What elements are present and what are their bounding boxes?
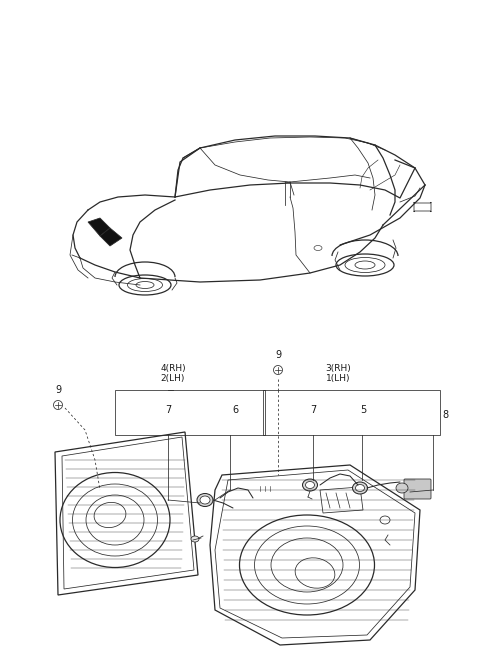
- Text: 3(RH)
1(LH): 3(RH) 1(LH): [325, 363, 351, 383]
- Ellipse shape: [245, 483, 259, 493]
- Ellipse shape: [345, 258, 385, 272]
- Text: 7: 7: [310, 405, 316, 415]
- Ellipse shape: [119, 275, 171, 295]
- Ellipse shape: [352, 482, 368, 494]
- Ellipse shape: [380, 516, 390, 524]
- Ellipse shape: [53, 401, 62, 409]
- Text: 6: 6: [232, 405, 238, 415]
- Ellipse shape: [302, 479, 317, 491]
- Polygon shape: [100, 228, 122, 246]
- Ellipse shape: [396, 483, 408, 493]
- FancyBboxPatch shape: [414, 202, 431, 212]
- Text: 9: 9: [275, 350, 281, 360]
- Ellipse shape: [356, 485, 364, 491]
- Ellipse shape: [128, 279, 163, 291]
- Polygon shape: [88, 218, 110, 236]
- Text: 7: 7: [165, 405, 171, 415]
- Polygon shape: [210, 465, 420, 645]
- Text: 4(RH)
2(LH): 4(RH) 2(LH): [160, 363, 186, 383]
- Polygon shape: [55, 432, 198, 595]
- Ellipse shape: [274, 365, 283, 375]
- Ellipse shape: [191, 536, 199, 542]
- Ellipse shape: [305, 482, 314, 489]
- FancyBboxPatch shape: [404, 479, 431, 499]
- Text: 8: 8: [442, 410, 448, 420]
- Polygon shape: [320, 487, 363, 513]
- Ellipse shape: [336, 254, 394, 276]
- FancyBboxPatch shape: [257, 480, 279, 494]
- Ellipse shape: [200, 496, 210, 504]
- Text: 9: 9: [55, 385, 61, 395]
- Ellipse shape: [197, 493, 213, 506]
- Text: 5: 5: [360, 405, 366, 415]
